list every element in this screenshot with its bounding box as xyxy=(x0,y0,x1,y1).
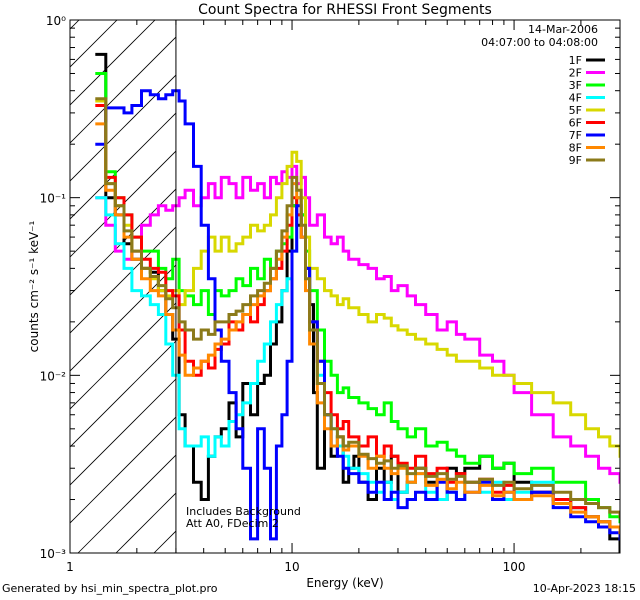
hatch-line xyxy=(70,302,176,410)
hatch-line xyxy=(70,226,176,334)
hatch-line xyxy=(70,416,176,524)
legend-date: 14-Mar-2006 xyxy=(528,23,598,36)
hatch-line xyxy=(268,0,640,553)
y-tick-label: 10⁻² xyxy=(40,369,67,383)
hatch-line xyxy=(0,0,30,553)
hatch-line xyxy=(70,20,156,106)
x-axis-label: Energy (keV) xyxy=(306,576,383,590)
hatch-line xyxy=(77,454,176,553)
y-tick-label: 10⁰ xyxy=(46,14,66,28)
hatch-line xyxy=(70,378,176,486)
axes: 1 10 100 10⁰ 10⁻¹ 10⁻² 10⁻³ Energy (keV) counts … xyxy=(27,14,621,590)
legend-label-5F: 5F xyxy=(569,104,582,117)
y-tick-label: 10⁻¹ xyxy=(40,192,67,206)
hatch-line xyxy=(70,20,80,30)
legend-label-2F: 2F xyxy=(569,67,582,80)
x-tick-label: 1 xyxy=(66,560,74,574)
legend-label-1F: 1F xyxy=(569,54,582,67)
series-line-9F xyxy=(95,97,620,519)
x-tick-label: 100 xyxy=(503,560,526,574)
footer-date: 10-Apr-2023 18:15 xyxy=(532,582,636,595)
legend-label-9F: 9F xyxy=(569,154,582,167)
chart-title: Count Spectra for RHESSI Front Segments xyxy=(198,2,492,18)
hatch-line xyxy=(70,340,176,448)
series-line-8F xyxy=(95,122,620,535)
legend-label-8F: 8F xyxy=(569,142,582,155)
legend-label-3F: 3F xyxy=(569,79,582,92)
y-tick-label: 10⁻³ xyxy=(40,547,67,561)
annotation-text: Includes Background xyxy=(186,505,301,518)
hatch-line xyxy=(70,264,176,372)
hatch-line xyxy=(70,74,176,182)
series-line-2F xyxy=(95,164,620,484)
x-tick-label: 10 xyxy=(284,560,299,574)
legend-label-7F: 7F xyxy=(569,129,582,142)
annotation-text: Att A0, FDecim 2 xyxy=(186,517,279,530)
excluded-region-hatch xyxy=(0,0,640,553)
legend-time-range: 04:07:00 to 04:08:00 xyxy=(481,36,598,49)
legend-label-6F: 6F xyxy=(569,117,582,130)
legend-label-4F: 4F xyxy=(569,92,582,105)
generated-by-text: Generated by hsi_min_spectra_plot.pro xyxy=(2,582,218,595)
hatch-line xyxy=(70,188,176,296)
y-axis-label: counts cm⁻² s⁻¹ keV⁻¹ xyxy=(27,220,41,352)
plot-frame xyxy=(69,19,621,554)
hatch-line xyxy=(70,36,176,144)
series-layer xyxy=(95,52,620,553)
